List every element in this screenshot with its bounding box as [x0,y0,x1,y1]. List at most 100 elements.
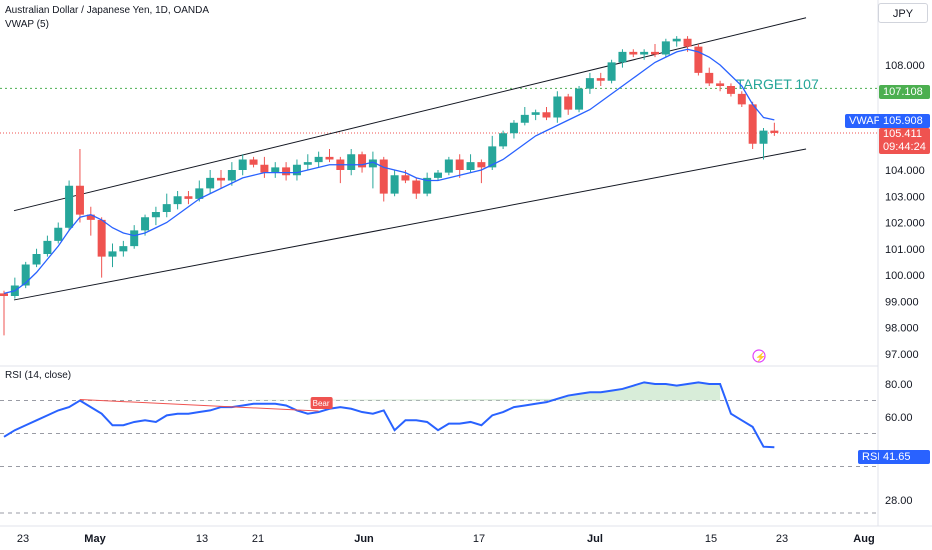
channel-line-lower [13,148,807,301]
time-tick-label: 15 [705,533,717,545]
last-price-tag: 105.411 09:44:24 [879,128,930,154]
price-tick-label: 99.000 [885,296,919,308]
candle-body [195,188,204,199]
candle-body [358,154,367,168]
candle-body [661,41,670,55]
vwap-indicator-label[interactable]: VWAP (5) [5,19,49,30]
candle-body [227,170,236,181]
target-annotation: TARGET 107 [736,76,819,92]
candle-body [401,175,410,181]
rsi-label: RSI [858,450,885,464]
candle-body [108,251,117,257]
candle-body [488,146,497,168]
candle-body [206,177,215,189]
candle-body [75,185,84,215]
bear-label: Bear [313,399,330,408]
candle-body [607,62,616,81]
candle-body [748,104,757,144]
price-tick-label: 101.000 [885,244,925,256]
candle-body [303,162,312,165]
candle-body [86,214,95,220]
candle-body [770,130,779,133]
price-tick-label: 104.000 [885,165,925,177]
candle-body [97,219,106,257]
time-tick-label: Jun [354,533,374,545]
candle-body [325,156,334,160]
candle-body [553,96,562,118]
candle-body [434,172,442,178]
vwap-label: VWAP [845,114,885,128]
candle-body [618,51,627,63]
candle-body [54,227,63,241]
time-tick-label: 21 [252,533,264,545]
candle-body [141,217,150,231]
lightning-glyph: ⚡ [755,351,766,363]
price-tick-label: 100.000 [885,270,925,282]
candle-body [151,212,160,218]
rsi-tick-label: 28.00 [885,495,913,507]
candle-body [379,159,388,194]
last-price: 105.411 [883,128,922,140]
candle-body [596,78,605,81]
candle-body [292,164,301,176]
candle-body [683,38,692,47]
time-tick-label: Jul [587,533,603,545]
time-tick-label: 17 [473,533,485,545]
candle-body [694,46,703,73]
candle-body [423,177,432,194]
candle-body [249,159,258,165]
time-tick-label: Aug [853,533,874,545]
candle-body [499,133,508,147]
channel-line-upper [13,17,807,212]
target-price-tag: 107.108 [879,85,930,99]
bar-countdown: 09:44:24 [883,141,926,153]
bear-label-box [310,397,333,410]
candle-body [455,159,464,170]
candle-body [32,254,41,265]
candle-body [130,230,139,247]
rsi-tick-label: 80.00 [885,379,913,391]
candle-body [444,159,453,173]
currency-button[interactable]: JPY [878,3,928,23]
candle-body [238,159,247,170]
candle-body [520,114,529,123]
candle-body [737,93,746,105]
candle-body [759,130,768,144]
candle-body [651,51,659,55]
candle-body [477,162,486,168]
candle-body [585,78,594,89]
price-tick-label: 102.000 [885,218,925,230]
symbol-title[interactable]: Australian Dollar / Japanese Yen, 1D, OA… [5,5,209,16]
price-tick-label: 108.000 [885,60,925,72]
rsi-tick-label: 60.00 [885,412,913,424]
price-tick-label: 98.000 [885,323,919,335]
candle-body [21,264,30,286]
candle-body [412,180,421,194]
candle-body [466,162,475,170]
vwap-line [3,48,775,295]
rsi-indicator-label[interactable]: RSI (14, close) [5,370,72,381]
lightning-icon [752,349,766,363]
candle-body [629,51,638,55]
rsi-value-tag: 41.65 [879,450,930,464]
candle-body [314,156,323,163]
candle-body [162,204,171,212]
candle-body [347,154,356,170]
candle-body [184,196,193,199]
candle-body [173,196,182,205]
bear-divergence-line [79,399,319,412]
candle-body [0,293,8,296]
price-tick-label: 103.000 [885,191,925,203]
candle-body [716,83,725,86]
time-tick-label: 13 [196,533,208,545]
candle-body [672,38,681,42]
rsi-overbought-fill [79,382,721,401]
candle-body [509,122,518,134]
candle-body [542,112,551,118]
candle-body [640,51,649,55]
candle-body [43,240,52,254]
candle-body [564,96,573,110]
candle-body [65,185,74,228]
candle-body [368,159,377,168]
